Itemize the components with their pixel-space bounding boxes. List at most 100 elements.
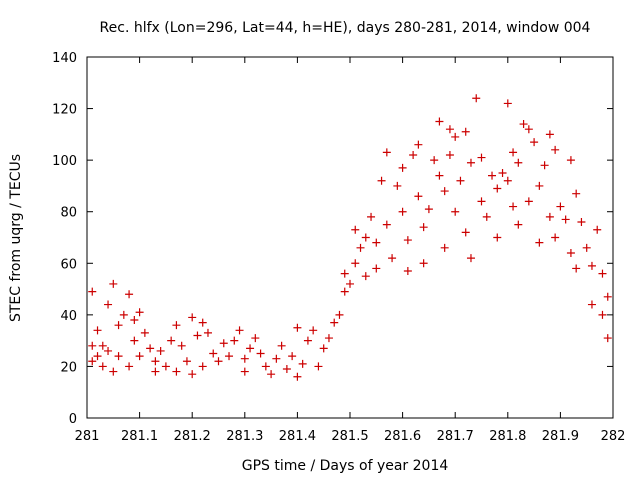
- data-point: [403, 236, 412, 245]
- y-tick-label: 80: [60, 206, 77, 221]
- data-point: [414, 192, 423, 201]
- data-point: [503, 99, 512, 108]
- data-point: [351, 225, 360, 234]
- data-point: [182, 357, 191, 366]
- data-point: [230, 336, 239, 345]
- data-point: [593, 225, 602, 234]
- data-point: [545, 212, 554, 221]
- data-point: [209, 349, 218, 358]
- data-point: [324, 334, 333, 343]
- data-point: [261, 362, 270, 371]
- data-point: [356, 243, 365, 252]
- data-point: [351, 259, 360, 268]
- y-tick-label: 60: [60, 257, 77, 272]
- data-point: [382, 220, 391, 229]
- data-point: [225, 352, 234, 361]
- data-point: [98, 341, 107, 350]
- data-point: [582, 243, 591, 252]
- y-tick-label: 100: [52, 154, 77, 169]
- data-point: [188, 313, 197, 322]
- data-point: [493, 233, 502, 242]
- data-point: [566, 248, 575, 257]
- data-point: [267, 370, 276, 379]
- data-point: [498, 169, 507, 178]
- data-point: [456, 176, 465, 185]
- data-point: [361, 233, 370, 242]
- data-point: [466, 254, 475, 263]
- x-tick-label: 281.5: [331, 429, 368, 444]
- y-tick-label: 20: [60, 360, 77, 375]
- data-point: [540, 161, 549, 170]
- data-point: [435, 117, 444, 126]
- data-point: [198, 318, 207, 327]
- data-point: [130, 316, 139, 325]
- x-tick-label: 281.3: [226, 429, 263, 444]
- data-point: [409, 150, 418, 159]
- data-point: [135, 308, 144, 317]
- data-point: [572, 264, 581, 273]
- data-point: [598, 269, 607, 278]
- data-point: [367, 212, 376, 221]
- data-point: [461, 228, 470, 237]
- data-point: [193, 331, 202, 340]
- data-point: [288, 352, 297, 361]
- data-point: [151, 367, 160, 376]
- data-point: [556, 202, 565, 211]
- y-tick-label: 0: [69, 412, 77, 427]
- data-point: [125, 362, 134, 371]
- data-point: [424, 205, 433, 214]
- data-point: [545, 130, 554, 139]
- data-point: [603, 292, 612, 301]
- x-axis-title: GPS time / Days of year 2014: [242, 458, 449, 474]
- data-point: [477, 197, 486, 206]
- data-point: [235, 326, 244, 335]
- data-point: [130, 336, 139, 345]
- data-point: [445, 125, 454, 134]
- data-point: [109, 279, 118, 288]
- x-tick-label: 281.4: [279, 429, 316, 444]
- x-tick-label: 281.2: [174, 429, 211, 444]
- x-tick-label: 281.1: [121, 429, 158, 444]
- data-point: [514, 158, 523, 167]
- y-axis: 0 20 40 60 80 100 120 140: [52, 51, 613, 427]
- data-point: [519, 120, 528, 129]
- data-point: [461, 127, 470, 136]
- data-point: [93, 326, 102, 335]
- data-point: [214, 357, 223, 366]
- data-point: [104, 300, 113, 309]
- data-point: [372, 264, 381, 273]
- data-point: [361, 272, 370, 281]
- data-point: [535, 181, 544, 190]
- data-point: [119, 310, 128, 319]
- data-point: [125, 290, 134, 299]
- data-point: [88, 341, 97, 350]
- data-point: [488, 171, 497, 180]
- data-point: [551, 233, 560, 242]
- data-point: [482, 212, 491, 221]
- data-point: [256, 349, 265, 358]
- data-point: [398, 163, 407, 172]
- data-point: [240, 354, 249, 363]
- data-point: [172, 367, 181, 376]
- data-point: [466, 158, 475, 167]
- data-point: [88, 287, 97, 296]
- data-point: [530, 138, 539, 147]
- data-point: [219, 339, 228, 348]
- data-point: [445, 150, 454, 159]
- data-point: [398, 207, 407, 216]
- data-point: [451, 207, 460, 216]
- y-axis-title: STEC from uqrg / TECUs: [8, 154, 24, 322]
- data-point: [240, 367, 249, 376]
- data-point: [251, 334, 260, 343]
- data-point: [419, 259, 428, 268]
- data-point: [477, 153, 486, 162]
- x-tick-label: 282: [601, 429, 626, 444]
- x-tick-label: 281.9: [542, 429, 579, 444]
- data-point: [535, 238, 544, 247]
- x-tick-label: 281: [75, 429, 100, 444]
- data-points: [88, 94, 612, 381]
- data-point: [566, 156, 575, 165]
- data-point: [114, 352, 123, 361]
- data-point: [146, 344, 155, 353]
- data-point: [114, 321, 123, 330]
